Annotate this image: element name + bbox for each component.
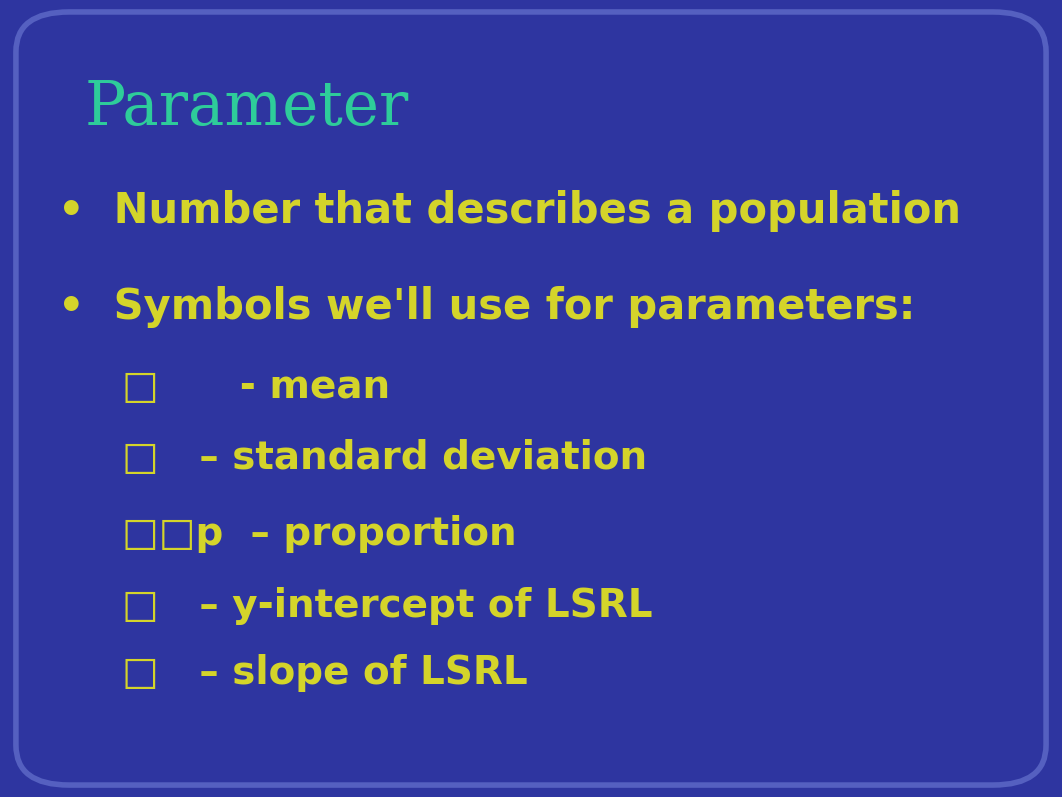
Text: •  Symbols we'll use for parameters:: • Symbols we'll use for parameters:: [58, 286, 915, 328]
Text: •  Number that describes a population: • Number that describes a population: [58, 190, 961, 232]
Text: □   – standard deviation: □ – standard deviation: [122, 439, 647, 477]
Text: Parameter: Parameter: [85, 77, 409, 138]
Text: □□p  – proportion: □□p – proportion: [122, 515, 517, 553]
Text: □      - mean: □ - mean: [122, 367, 390, 406]
FancyBboxPatch shape: [16, 12, 1046, 785]
Text: □   – slope of LSRL: □ – slope of LSRL: [122, 654, 528, 693]
Text: □   – y-intercept of LSRL: □ – y-intercept of LSRL: [122, 587, 653, 625]
